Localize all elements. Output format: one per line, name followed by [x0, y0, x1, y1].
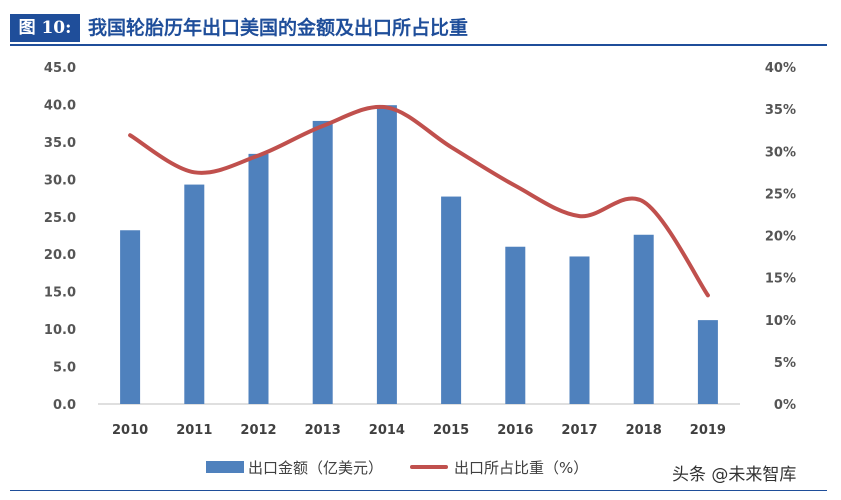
bar-2016 — [505, 246, 526, 404]
bar-2013 — [312, 120, 333, 405]
bar-series — [120, 105, 718, 405]
right-tick-label: 30% — [765, 145, 796, 160]
watermark: 头条 @未来智库 — [668, 460, 801, 485]
legend-item-amount: 出口金额（亿美元） — [206, 456, 383, 478]
footer-rule — [10, 490, 827, 491]
legend-label-amount: 出口金额（亿美元） — [248, 458, 384, 477]
bar-2014 — [376, 105, 397, 405]
figure-header: 图 10: 我国轮胎历年出口美国的金额及出口所占比重 — [10, 14, 827, 46]
legend: 出口金额（亿美元） 出口所占比重（%） — [0, 456, 841, 478]
bar-2017 — [569, 256, 590, 404]
legend-swatch-line — [410, 465, 448, 469]
line-series — [128, 104, 710, 298]
right-tick-label: 25% — [765, 187, 796, 202]
left-tick-label: 15.0 — [44, 286, 76, 301]
x-tick-label: 2017 — [561, 423, 597, 438]
x-tick-label: 2013 — [305, 423, 341, 438]
right-tick-label: 20% — [765, 230, 796, 245]
right-tick-label: 0% — [774, 398, 796, 413]
figure-label: 图 10: — [10, 14, 80, 42]
left-tick-label: 5.0 — [53, 361, 76, 376]
share-line — [128, 104, 710, 298]
legend-item-share: 出口所占比重（%） — [410, 456, 588, 478]
right-axis-ticks: 0% 5% 10% 15% 20% 25% 30% 35% 40% — [765, 61, 796, 413]
left-tick-label: 10.0 — [44, 323, 76, 338]
x-tick-label: 2011 — [176, 423, 212, 438]
left-tick-label: 40.0 — [44, 98, 76, 113]
x-tick-label: 2015 — [433, 423, 469, 438]
right-tick-label: 40% — [765, 61, 796, 76]
bar-2018 — [633, 234, 654, 404]
chart-title: 我国轮胎历年出口美国的金额及出口所占比重 — [88, 17, 469, 39]
bar-2012 — [248, 153, 269, 404]
right-tick-label: 15% — [765, 272, 796, 287]
left-tick-label: 20.0 — [44, 248, 76, 263]
x-tick-label: 2010 — [112, 423, 148, 438]
x-tick-label: 2016 — [497, 423, 533, 438]
left-tick-label: 35.0 — [44, 136, 76, 151]
bar-2010 — [120, 230, 141, 404]
right-tick-label: 5% — [774, 356, 796, 371]
x-tick-label: 2019 — [690, 423, 726, 438]
x-tick-label: 2014 — [369, 423, 405, 438]
x-tick-label: 2018 — [626, 423, 662, 438]
bar-2019 — [697, 320, 718, 404]
left-tick-label: 45.0 — [44, 61, 76, 76]
left-tick-label: 0.0 — [53, 398, 76, 413]
legend-swatch-bar — [206, 461, 244, 473]
x-tick-label: 2012 — [240, 423, 276, 438]
left-tick-label: 30.0 — [44, 173, 76, 188]
left-axis-ticks: 0.0 5.0 10.0 15.0 20.0 25.0 30.0 35.0 40.0 45.0 — [44, 61, 76, 413]
right-tick-label: 10% — [765, 314, 796, 329]
legend-label-share: 出口所占比重（%） — [454, 458, 589, 477]
bar-2015 — [441, 196, 462, 404]
bar-2011 — [184, 184, 205, 404]
left-tick-label: 25.0 — [44, 211, 76, 226]
x-axis-ticks: 2010 2011 2012 2013 2014 2015 2016 2017 2018 2019 — [112, 423, 726, 438]
right-tick-label: 35% — [765, 103, 796, 118]
